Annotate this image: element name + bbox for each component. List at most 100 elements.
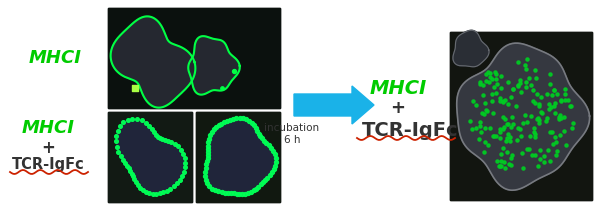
- Point: [223, 191, 233, 194]
- Point: [535, 104, 544, 107]
- Point: [126, 169, 135, 173]
- Point: [262, 141, 271, 144]
- Bar: [108, 112, 192, 202]
- Bar: [108, 8, 280, 108]
- Point: [269, 167, 278, 171]
- Point: [503, 150, 512, 153]
- Point: [503, 123, 512, 126]
- Point: [150, 131, 159, 134]
- Point: [556, 134, 565, 137]
- Point: [246, 190, 256, 194]
- Point: [550, 88, 559, 92]
- Point: [207, 187, 217, 190]
- Point: [490, 85, 499, 88]
- Point: [179, 171, 189, 174]
- Point: [535, 148, 544, 152]
- Point: [521, 67, 531, 71]
- Bar: [108, 8, 280, 108]
- Point: [209, 128, 218, 131]
- Point: [485, 72, 494, 75]
- Point: [203, 144, 213, 147]
- Point: [232, 192, 242, 196]
- Point: [152, 133, 161, 137]
- Point: [202, 181, 212, 185]
- Point: [522, 121, 532, 124]
- Point: [528, 88, 538, 91]
- Point: [475, 124, 484, 127]
- Point: [270, 164, 280, 167]
- Point: [543, 92, 552, 96]
- Point: [502, 137, 512, 140]
- Point: [253, 185, 263, 188]
- Point: [516, 134, 525, 137]
- Point: [148, 127, 157, 131]
- Point: [468, 100, 478, 103]
- Point: [256, 183, 265, 186]
- Point: [141, 190, 151, 194]
- Point: [536, 157, 545, 160]
- Point: [552, 93, 562, 96]
- Point: [234, 192, 244, 196]
- Point: [214, 123, 223, 127]
- Point: [201, 174, 210, 177]
- Point: [475, 82, 485, 86]
- Point: [544, 107, 554, 110]
- Point: [118, 158, 127, 161]
- Point: [180, 161, 190, 164]
- Point: [113, 129, 123, 132]
- Point: [465, 119, 475, 123]
- Point: [138, 189, 148, 192]
- Point: [496, 99, 505, 102]
- Point: [148, 192, 158, 195]
- Point: [556, 99, 565, 102]
- Point: [267, 146, 276, 150]
- Point: [261, 178, 270, 182]
- Point: [505, 162, 514, 165]
- Point: [482, 109, 491, 113]
- Point: [253, 129, 262, 133]
- Point: [499, 99, 508, 103]
- Point: [128, 175, 137, 178]
- Point: [271, 156, 280, 160]
- Point: [506, 164, 516, 167]
- Point: [180, 156, 189, 160]
- Point: [524, 77, 534, 80]
- Point: [550, 104, 559, 108]
- Point: [522, 80, 531, 84]
- Point: [129, 178, 139, 181]
- Bar: [450, 32, 592, 200]
- Point: [475, 120, 485, 123]
- Point: [548, 130, 558, 134]
- Text: MHCI: MHCI: [29, 49, 82, 67]
- Point: [488, 99, 497, 102]
- Point: [500, 98, 510, 102]
- Point: [565, 104, 574, 107]
- Point: [177, 175, 187, 178]
- Point: [556, 99, 566, 102]
- Point: [550, 136, 559, 139]
- Point: [475, 138, 484, 141]
- Point: [560, 129, 569, 132]
- Point: [503, 102, 513, 105]
- Point: [226, 191, 236, 195]
- Point: [131, 181, 140, 184]
- Point: [542, 117, 552, 120]
- Point: [116, 154, 126, 158]
- Point: [545, 73, 555, 76]
- Point: [169, 185, 178, 188]
- Point: [158, 190, 168, 194]
- Point: [549, 89, 559, 92]
- Point: [487, 77, 496, 81]
- Bar: [196, 112, 280, 202]
- Point: [506, 125, 515, 129]
- Text: TCR-IgFc: TCR-IgFc: [362, 121, 458, 139]
- Point: [511, 105, 521, 108]
- Point: [483, 70, 493, 73]
- Point: [145, 191, 154, 195]
- Point: [560, 92, 569, 96]
- Point: [555, 113, 565, 116]
- Point: [262, 176, 272, 179]
- Point: [201, 178, 211, 181]
- Point: [513, 126, 522, 129]
- Point: [521, 85, 531, 88]
